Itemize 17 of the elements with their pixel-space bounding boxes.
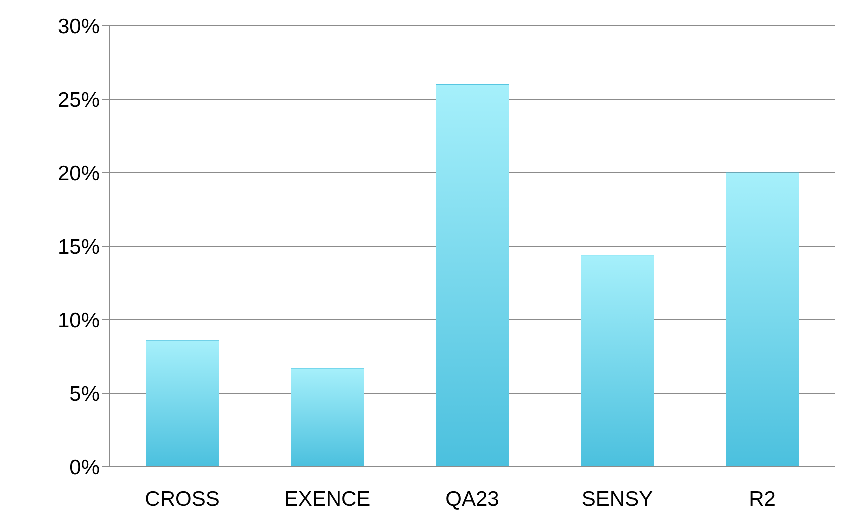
x-tick-label: CROSS bbox=[145, 488, 220, 511]
x-tick-label: R2 bbox=[749, 488, 776, 511]
y-tick-label: 25% bbox=[58, 88, 100, 112]
bar bbox=[726, 172, 800, 467]
y-tick-label: 15% bbox=[58, 236, 100, 259]
y-tick-label: 20% bbox=[58, 162, 100, 186]
y-tick-label: 10% bbox=[58, 309, 100, 332]
x-tick-label: QA23 bbox=[446, 488, 500, 511]
y-tick-label: 0% bbox=[70, 456, 100, 480]
x-tick-label: SENSY bbox=[582, 488, 654, 511]
bar bbox=[291, 368, 364, 467]
bar bbox=[146, 340, 220, 467]
bar bbox=[581, 255, 654, 467]
x-tick-label: EXENCE bbox=[284, 488, 371, 511]
y-tick-label: 30% bbox=[58, 15, 100, 38]
bar bbox=[436, 84, 510, 467]
y-tick-label: 5% bbox=[70, 382, 100, 406]
